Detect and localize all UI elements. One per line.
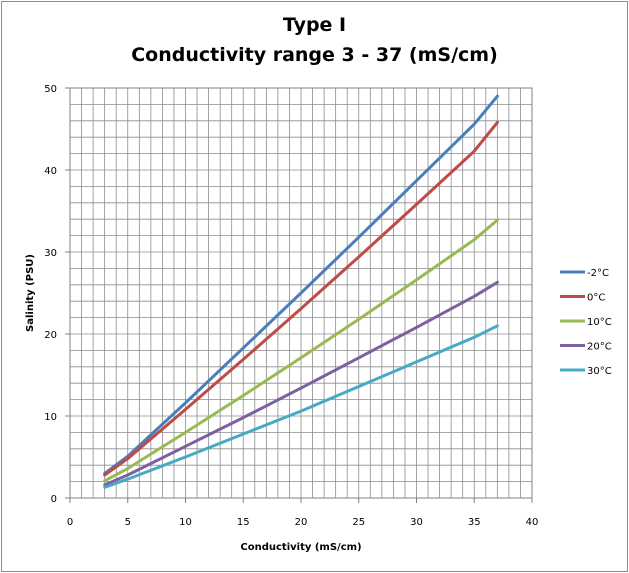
series-line [103, 120, 499, 477]
x-tick-label: 20 [295, 517, 308, 528]
series-line [103, 280, 499, 487]
series-line [103, 324, 499, 489]
x-tick-label: 10 [179, 517, 192, 528]
series-line [103, 94, 499, 475]
legend-label: 30°C [587, 366, 612, 377]
x-tick-label: 0 [67, 517, 73, 528]
x-tick-label: 30 [410, 517, 423, 528]
legend-label: 0°C [587, 293, 605, 304]
x-tick-label: 15 [237, 517, 250, 528]
x-axis-label: Conductivity (mS/cm) [240, 542, 361, 553]
series-lines [103, 94, 499, 489]
y-tick-label: 40 [44, 166, 57, 177]
legend-label: 10°C [587, 317, 612, 328]
chart-subtitle: Conductivity range 3 - 37 (mS/cm) [131, 44, 498, 66]
legend-label: 20°C [587, 342, 612, 353]
y-tick-label: 0 [51, 494, 57, 505]
y-tick-label: 30 [44, 248, 57, 259]
x-tick-label: 35 [468, 517, 481, 528]
y-tick-label: 10 [44, 412, 57, 423]
y-tick-label: 50 [44, 84, 57, 95]
chart-title: Type I [282, 14, 347, 36]
y-tick-label: 20 [44, 330, 57, 341]
legend: -2°C 0°C 10°C 20°C 30°C [560, 268, 612, 377]
tick-labels: 0 5 10 15 20 25 30 35 40 0 10 20 30 40 50 [44, 84, 538, 528]
x-tick-label: 5 [125, 517, 131, 528]
series-line [103, 218, 499, 483]
x-tick-label: 40 [526, 517, 539, 528]
x-tick-label: 25 [352, 517, 365, 528]
legend-label: -2°C [587, 268, 609, 279]
y-axis-label: Salinity (PSU) [25, 254, 36, 332]
